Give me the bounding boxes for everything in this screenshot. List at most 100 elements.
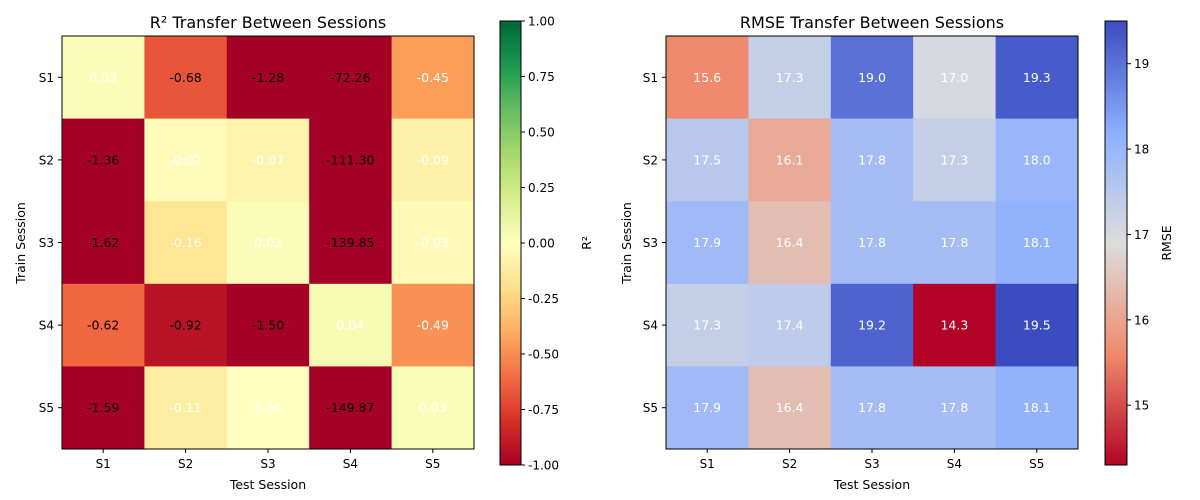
heatmap-cell bbox=[62, 283, 145, 367]
cell-value-label: -0.07 bbox=[252, 152, 284, 167]
cell-value-label: 16.4 bbox=[776, 400, 804, 415]
y-tick-label: S1 bbox=[643, 71, 658, 85]
y-tick-label: S2 bbox=[643, 153, 658, 167]
heatmap-cell bbox=[666, 283, 749, 367]
heatmap-cell bbox=[226, 118, 310, 202]
colorbar-tick-label: 0.75 bbox=[528, 70, 555, 84]
r2-chart-title: R² Transfer Between Sessions bbox=[150, 13, 387, 32]
cell-value-label: -0.92 bbox=[169, 318, 201, 333]
heatmap-cell bbox=[995, 201, 1079, 285]
heatmap-cell bbox=[913, 201, 997, 285]
r2-colorbar bbox=[499, 20, 522, 466]
r2-x-ticks: S1 S2 S3 S4 S5 bbox=[96, 449, 440, 471]
heatmap-cell bbox=[144, 201, 228, 285]
colorbar-tick-label: 17 bbox=[1134, 228, 1149, 242]
r2-heatmap-cells: 0.03 -0.68 -1.28 -72.26 -0.45 -1.36 -0.02 -0.07… bbox=[62, 36, 475, 450]
colorbar-tick-label: -0.75 bbox=[528, 403, 559, 417]
heatmap-cell bbox=[748, 201, 832, 285]
heatmap-cell bbox=[995, 366, 1079, 450]
heatmap-cell bbox=[830, 366, 914, 450]
rmse-chart: RMSE Transfer Between Sessions 15.6 17.3 1… bbox=[619, 13, 1174, 492]
cell-value-label: 17.5 bbox=[693, 152, 721, 167]
x-tick-label: S2 bbox=[178, 457, 193, 471]
rmse-colorbar-ticks: 15 16 17 18 19 bbox=[1127, 57, 1149, 413]
y-tick-label: S3 bbox=[39, 236, 54, 250]
cell-value-label: -0.49 bbox=[417, 318, 449, 333]
y-tick-label: S1 bbox=[39, 71, 54, 85]
colorbar-tick-label: 0.00 bbox=[528, 237, 555, 251]
cell-value-label: 16.1 bbox=[776, 152, 804, 167]
cell-value-label: 17.3 bbox=[940, 152, 968, 167]
rmse-x-axis-label: Test Session bbox=[833, 477, 910, 492]
cell-value-label: -1.36 bbox=[87, 152, 119, 167]
cell-value-label: 17.4 bbox=[776, 318, 804, 333]
heatmap-cell bbox=[309, 283, 393, 367]
cell-value-label: 17.9 bbox=[693, 400, 721, 415]
cell-value-label: 0.04 bbox=[336, 318, 364, 333]
heatmap-cell bbox=[62, 36, 145, 120]
heatmap-cell bbox=[995, 283, 1079, 367]
colorbar-tick-label: 19 bbox=[1134, 57, 1149, 71]
r2-chart: R² Transfer Between Sessions 0.03 -0.68 -1… bbox=[13, 13, 594, 492]
heatmap-cell bbox=[913, 118, 997, 202]
heatmap-cell bbox=[666, 36, 749, 120]
x-tick-label: S4 bbox=[343, 457, 358, 471]
heatmap-cell bbox=[391, 118, 475, 202]
heatmap-cell bbox=[309, 366, 393, 450]
cell-value-label: 17.8 bbox=[858, 400, 886, 415]
cell-value-label: 0.03 bbox=[254, 235, 282, 250]
heatmap-cell bbox=[226, 283, 310, 367]
heatmap-cell bbox=[144, 36, 228, 120]
cell-value-label: 17.8 bbox=[858, 235, 886, 250]
cell-value-label: 18.0 bbox=[1023, 152, 1051, 167]
x-tick-label: S1 bbox=[700, 457, 715, 471]
heatmap-cell bbox=[995, 36, 1079, 120]
x-tick-label: S5 bbox=[1029, 457, 1044, 471]
heatmap-cell bbox=[666, 366, 749, 450]
cell-value-label: -0.45 bbox=[417, 70, 449, 85]
colorbar-tick-label: 1.00 bbox=[528, 15, 555, 29]
colorbar-tick-label: 0.50 bbox=[528, 126, 555, 140]
heatmap-cell bbox=[748, 283, 832, 367]
cell-value-label: 17.8 bbox=[940, 235, 968, 250]
heatmap-cell bbox=[391, 366, 475, 450]
heatmap-cell bbox=[830, 36, 914, 120]
x-tick-label: S5 bbox=[425, 457, 440, 471]
colorbar-tick-label: 0.25 bbox=[528, 181, 555, 195]
cell-value-label: 15.6 bbox=[693, 70, 721, 85]
cell-value-label: -1.28 bbox=[252, 70, 284, 85]
heatmap-cell bbox=[309, 118, 393, 202]
heatmap-cell bbox=[913, 366, 997, 450]
cell-value-label: 0.03 bbox=[89, 70, 117, 85]
colorbar-tick-label: 15 bbox=[1134, 399, 1149, 413]
heatmap-cell bbox=[144, 366, 228, 450]
x-tick-label: S3 bbox=[260, 457, 275, 471]
x-tick-label: S1 bbox=[96, 457, 111, 471]
cell-value-label: 18.1 bbox=[1023, 400, 1051, 415]
cell-value-label: -1.50 bbox=[252, 318, 284, 333]
heatmap-cell bbox=[62, 118, 145, 202]
cell-value-label: -0.16 bbox=[169, 235, 201, 250]
cell-value-label: 17.8 bbox=[858, 152, 886, 167]
heatmap-cell bbox=[144, 283, 228, 367]
heatmap-cell bbox=[666, 201, 749, 285]
cell-value-label: -1.59 bbox=[87, 400, 119, 415]
cell-value-label: -0.68 bbox=[169, 70, 201, 85]
cell-value-label: 0.03 bbox=[419, 400, 447, 415]
heatmap-cell bbox=[62, 201, 145, 285]
cell-value-label: 17.3 bbox=[776, 70, 804, 85]
cell-value-label: 19.0 bbox=[858, 70, 886, 85]
y-tick-label: S5 bbox=[643, 401, 658, 415]
heatmap-cell bbox=[391, 283, 475, 367]
cell-value-label: -149.87 bbox=[326, 400, 374, 415]
cell-value-label: 17.0 bbox=[940, 70, 968, 85]
heatmap-cell bbox=[309, 201, 393, 285]
cell-value-label: -72.26 bbox=[330, 70, 370, 85]
heatmap-cell bbox=[309, 36, 393, 120]
x-tick-label: S2 bbox=[782, 457, 797, 471]
heatmap-cell bbox=[748, 118, 832, 202]
cell-value-label: 18.1 bbox=[1023, 235, 1051, 250]
rmse-y-ticks: S1 S2 S3 S4 S5 bbox=[643, 71, 666, 415]
r2-x-axis-label: Test Session bbox=[229, 477, 306, 492]
cell-value-label: 19.2 bbox=[858, 318, 886, 333]
